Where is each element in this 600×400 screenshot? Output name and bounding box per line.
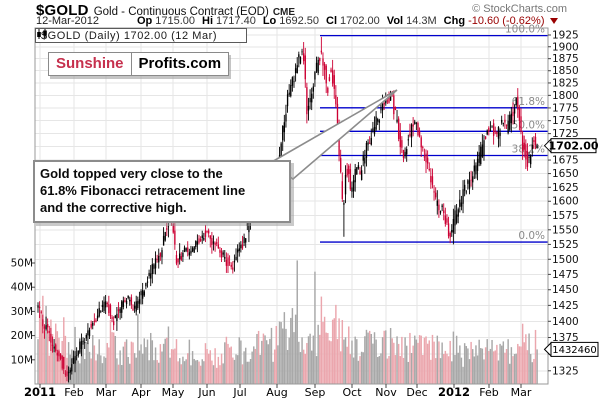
annotation-box: Gold topped very close to the 61.8% Fibo… — [33, 160, 291, 223]
svg-text:1425: 1425 — [552, 300, 579, 312]
quote-label: Op — [137, 15, 153, 27]
svg-text:1850: 1850 — [552, 65, 579, 77]
logo-profits: Profits.com — [138, 55, 222, 72]
quote-label: Chg — [443, 15, 466, 27]
svg-text:30M: 30M — [11, 306, 33, 318]
svg-text:Mar: Mar — [96, 386, 117, 399]
svg-text:1325: 1325 — [552, 365, 579, 377]
exchange-label: CME — [272, 7, 296, 18]
annotation-line: and the corrective high. — [40, 199, 187, 215]
svg-text:Feb: Feb — [479, 386, 498, 399]
quote-label: Hi — [202, 15, 214, 27]
svg-text:Apr: Apr — [131, 386, 151, 399]
svg-text:1375: 1375 — [552, 332, 579, 344]
annotation-line: 61.8% Fibonacci retracement line — [40, 182, 246, 198]
svg-text:1500: 1500 — [552, 254, 579, 266]
quote-value: 14.3M — [406, 15, 437, 27]
svg-text:Aug: Aug — [266, 386, 287, 399]
svg-text:1600: 1600 — [552, 196, 579, 208]
svg-text:1400: 1400 — [552, 316, 579, 328]
svg-text:Jun: Jun — [197, 386, 215, 399]
svg-text:Sep: Sep — [305, 386, 326, 399]
quote-label: Lo — [262, 15, 277, 27]
svg-text:1675: 1675 — [552, 155, 579, 167]
logo-sunshine: Sunshine — [49, 53, 132, 75]
svg-text:2011: 2011 — [24, 385, 56, 399]
svg-text:1800: 1800 — [552, 90, 579, 102]
svg-text:38.2%: 38.2% — [512, 144, 545, 156]
svg-text:10M: 10M — [11, 354, 33, 366]
quote-label: Vol — [386, 15, 404, 27]
svg-text:1825: 1825 — [552, 77, 579, 89]
axis-tag: 1702.00 — [543, 137, 599, 154]
svg-text:20M: 20M — [11, 330, 33, 342]
quote-label: Cl — [326, 15, 338, 27]
quote-value: 1715.00 — [155, 15, 196, 27]
sunshine-profits-logo[interactable]: Sunshine Profits.com — [48, 52, 230, 76]
annotation-line: Gold topped very close to the — [40, 166, 223, 181]
quote-value: 1717.40 — [216, 15, 256, 27]
quote-value: 1702.00 — [340, 15, 380, 27]
svg-text:0.0%: 0.0% — [518, 230, 545, 242]
quote-value: 1692.50 — [279, 15, 320, 27]
svg-text:1432460: 1432460 — [552, 345, 597, 356]
change-down-arrow-icon — [549, 18, 558, 25]
svg-text:61.8%: 61.8% — [512, 96, 545, 108]
svg-text:1475: 1475 — [552, 269, 579, 281]
svg-text:1702.00: 1702.00 — [548, 139, 598, 152]
svg-text:Jul: Jul — [232, 386, 246, 399]
svg-text:1725: 1725 — [552, 128, 579, 140]
ticker-symbol: $GOLD — [36, 2, 89, 19]
svg-text:50M: 50M — [11, 258, 33, 270]
svg-text:2012: 2012 — [438, 385, 470, 399]
chart-header: $GOLD Gold - Continuous Contract (EOD) CME — [36, 2, 296, 19]
quote-date: 12-Mar-2012 — [36, 15, 99, 27]
axis-tag: 1432460 — [543, 341, 599, 358]
svg-text:Oct: Oct — [342, 386, 362, 399]
svg-text:Nov: Nov — [375, 386, 397, 399]
svg-text:Feb: Feb — [64, 386, 83, 399]
svg-text:Mar: Mar — [511, 386, 532, 399]
stockcharts-copyright: © StockCharts.com — [472, 3, 567, 15]
svg-text:1900: 1900 — [552, 41, 579, 53]
svg-text:1750: 1750 — [552, 115, 579, 127]
instrument-name: Gold - Continuous Contract (EOD) — [93, 6, 269, 18]
quote-bar: Op 1715.00 Hi 1717.40 Lo 1692.50 Cl 1702.00 Vol 1… — [130, 15, 558, 27]
svg-text:50.0%: 50.0% — [512, 119, 545, 131]
svg-text:1575: 1575 — [552, 210, 579, 222]
svg-text:1650: 1650 — [552, 168, 579, 180]
fib-retracement-layer: 100.0% 61.8% 50.0% 38.2% 0.0% — [320, 24, 548, 243]
svg-text:100.0%: 100.0% — [505, 24, 545, 36]
quote-value: -10.60 (-0.62%) — [468, 15, 545, 27]
svg-text:40M: 40M — [11, 282, 33, 294]
svg-text:1875: 1875 — [552, 53, 579, 65]
svg-text:1525: 1525 — [552, 239, 579, 251]
svg-text:1925: 1925 — [552, 30, 579, 42]
candlestick-icon — [37, 29, 47, 39]
svg-text:1550: 1550 — [552, 224, 579, 236]
svg-text:1775: 1775 — [552, 102, 579, 114]
plot-legend: $GOLD (Daily) 1702.00 (12 Mar) — [35, 28, 247, 43]
volume-layer — [37, 260, 538, 384]
svg-text:May: May — [162, 386, 185, 399]
svg-text:Dec: Dec — [406, 386, 427, 399]
svg-text:1450: 1450 — [552, 284, 579, 296]
legend-text: $GOLD (Daily) 1702.00 (12 Mar) — [41, 29, 218, 42]
svg-text:1625: 1625 — [552, 182, 579, 194]
